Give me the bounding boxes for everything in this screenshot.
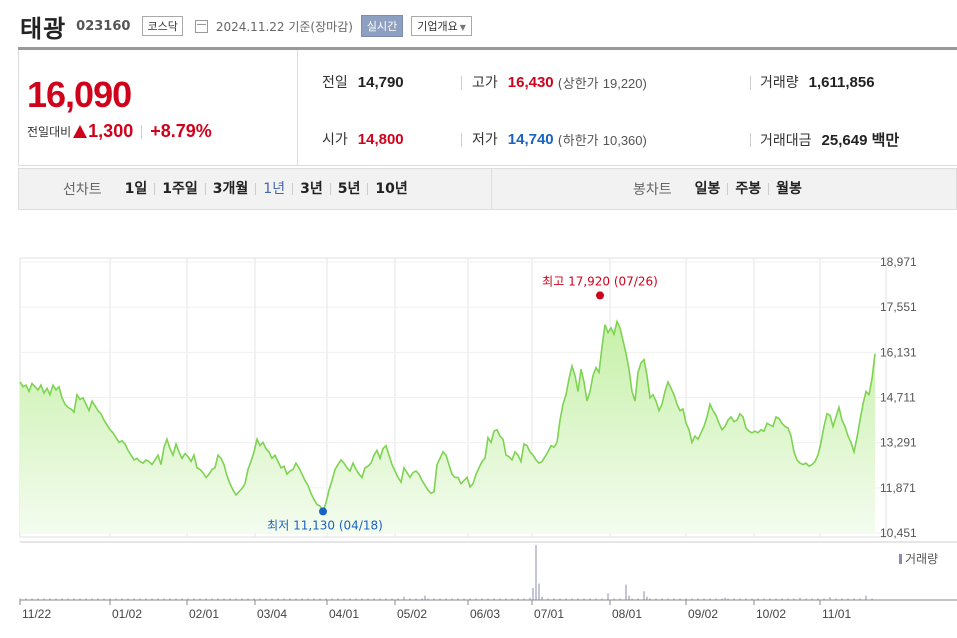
stat-volume-value: 1,611,856 bbox=[808, 73, 875, 91]
chart-period-tabs: 선차트 1일 1주일 3개월 1년 3년 5년 10년 봉차트 일봉 주봉 월봉 bbox=[18, 168, 957, 210]
tab-line-1[interactable]: 1주일 bbox=[154, 182, 205, 196]
min-label: 최저 11,130 (04/18) bbox=[267, 518, 383, 532]
y-tick-label: 17,551 bbox=[880, 300, 917, 314]
stock-name: 태광 bbox=[20, 14, 67, 43]
stat-lower-limit: (하한가 10,360) bbox=[558, 130, 647, 149]
volume-legend-swatch bbox=[899, 554, 902, 564]
tab-line-4[interactable]: 3년 bbox=[292, 182, 330, 196]
stat-trade-value-value: 25,649 백만 bbox=[821, 132, 900, 149]
change-divider bbox=[141, 124, 143, 139]
y-tick-label: 11,871 bbox=[880, 481, 916, 495]
price-summary: 16,090 전일대비 1,300 +8.79% bbox=[18, 50, 298, 166]
upper-limit-value: 19,220) bbox=[602, 75, 647, 91]
min-point bbox=[319, 507, 327, 516]
price-line bbox=[19, 319, 876, 514]
stat-high-label: 고가 bbox=[472, 75, 498, 91]
x-tick-label: 08/01 bbox=[612, 607, 642, 621]
y-tick-label: 14,711 bbox=[880, 391, 916, 405]
x-tick-label: 01/02 bbox=[112, 607, 142, 621]
stat-trade-value: 거래대금 25,649 백만 bbox=[760, 129, 899, 150]
price-chart: 18,971 17,551 16,131 14,711 13,291 11,871 10,4… bbox=[19, 255, 957, 621]
tab-candle-1[interactable]: 주봉 bbox=[727, 182, 768, 196]
y-tick-label: 18,971 bbox=[880, 255, 917, 269]
stat-divider bbox=[750, 133, 751, 147]
price-change: 전일대비 1,300 +8.79% bbox=[27, 121, 212, 142]
stat-open-value: 14,800 bbox=[357, 130, 404, 148]
y-tick-label: 13,291 bbox=[880, 436, 917, 450]
x-tick-label: 05/02 bbox=[397, 607, 427, 621]
realtime-button[interactable]: 실시간 bbox=[360, 15, 404, 37]
stock-header: 태광 023160 코스닥 2024.11.22 기준(장마감) 실시간 기업개… bbox=[20, 10, 472, 43]
stat-low: 저가 14,740 (하한가 10,360) bbox=[472, 129, 647, 149]
x-tick-label: 07/01 bbox=[534, 607, 564, 621]
change-percent: +8.79% bbox=[150, 121, 212, 141]
x-tick-label: 11/01 bbox=[822, 607, 851, 621]
lower-limit-value: 10,360) bbox=[602, 132, 647, 148]
tab-line-2[interactable]: 3개월 bbox=[204, 182, 256, 196]
line-chart-tabs: 선차트 1일 1주일 3개월 1년 3년 5년 10년 bbox=[63, 169, 415, 209]
stat-prev: 전일 14,790 bbox=[322, 72, 404, 92]
stat-prev-value: 14,790 bbox=[357, 73, 404, 91]
tab-candle-2[interactable]: 월봉 bbox=[768, 182, 809, 196]
tab-candle-0[interactable]: 일봉 bbox=[694, 181, 721, 197]
x-tick-label: 04/01 bbox=[329, 607, 359, 621]
company-overview-label: 기업개요 bbox=[417, 20, 458, 33]
tab-line-0[interactable]: 1일 bbox=[124, 181, 148, 197]
stat-trade-value-label: 거래대금 bbox=[760, 132, 812, 149]
stat-prev-label: 전일 bbox=[322, 75, 348, 91]
stat-divider bbox=[750, 76, 751, 90]
x-tick-label: 06/03 bbox=[470, 607, 500, 621]
reference-date: 2024.11.22 기준(장마감) bbox=[215, 19, 353, 34]
x-tick-label: 03/04 bbox=[257, 607, 287, 621]
max-label: 최고 17,920 (07/26) bbox=[542, 274, 658, 288]
volume-legend-label: 거래량 bbox=[905, 552, 938, 566]
upper-limit-label: (상한가 bbox=[557, 76, 599, 92]
stat-volume: 거래량 1,611,856 bbox=[760, 72, 875, 92]
x-tick-label: 11/22 bbox=[22, 607, 51, 621]
stats-grid: 전일 14,790 고가 16,430 (상한가 19,220) 거래량 1,6… bbox=[298, 50, 957, 166]
price-area bbox=[20, 321, 875, 533]
tab-line-3[interactable]: 1년 bbox=[255, 182, 292, 196]
y-tick-label: 10,451 bbox=[880, 526, 917, 540]
chevron-down-icon: ▼ bbox=[459, 23, 466, 32]
line-chart-title: 선차트 bbox=[63, 182, 102, 198]
stat-high-value: 16,430 bbox=[507, 73, 554, 91]
stat-divider bbox=[461, 133, 462, 147]
calendar-icon bbox=[194, 19, 208, 33]
stat-low-value: 14,740 bbox=[507, 130, 554, 148]
candle-chart-tabs: 봉차트 일봉 주봉 월봉 bbox=[633, 169, 809, 209]
x-tick-label: 10/02 bbox=[756, 607, 786, 621]
stat-open: 시가 14,800 bbox=[322, 129, 404, 149]
tab-line-6[interactable]: 10년 bbox=[367, 182, 414, 196]
chart-annotations: 최고 17,920 (07/26) 최저 11,130 (04/18) bbox=[267, 274, 658, 532]
candle-chart-title: 봉차트 bbox=[633, 182, 672, 198]
x-axis-ticks: 11/22 01/02 02/01 03/04 04/01 05/02 06/03 07/01… bbox=[19, 600, 851, 621]
volume-bars: 거래량 bbox=[19, 541, 957, 601]
max-point bbox=[596, 291, 604, 300]
stat-high: 고가 16,430 (상한가 19,220) bbox=[472, 72, 647, 92]
change-amount: 1,300 bbox=[88, 121, 134, 141]
tabs-divider bbox=[491, 169, 492, 209]
lower-limit-label: (하한가 bbox=[557, 133, 599, 149]
company-overview-dropdown[interactable]: 기업개요 ▼ bbox=[411, 16, 472, 36]
y-tick-label: 16,131 bbox=[880, 345, 917, 359]
stat-open-label: 시가 bbox=[322, 132, 348, 148]
stock-code: 023160 bbox=[76, 18, 131, 34]
up-triangle-icon bbox=[73, 125, 88, 138]
x-tick-label: 09/02 bbox=[688, 607, 718, 621]
stat-divider bbox=[461, 76, 462, 90]
y-axis-ticks: 18,971 17,551 16,131 14,711 13,291 11,871 10,4… bbox=[880, 255, 917, 540]
tab-line-5[interactable]: 5년 bbox=[329, 182, 368, 196]
stat-volume-label: 거래량 bbox=[760, 75, 799, 91]
x-tick-label: 02/01 bbox=[189, 607, 219, 621]
stat-low-label: 저가 bbox=[472, 132, 498, 148]
current-price: 16,090 bbox=[27, 74, 132, 115]
change-label: 전일대비 bbox=[27, 125, 72, 139]
header-divider bbox=[18, 47, 957, 50]
market-badge: 코스닥 bbox=[142, 16, 183, 36]
stat-upper-limit: (상한가 19,220) bbox=[558, 73, 647, 92]
